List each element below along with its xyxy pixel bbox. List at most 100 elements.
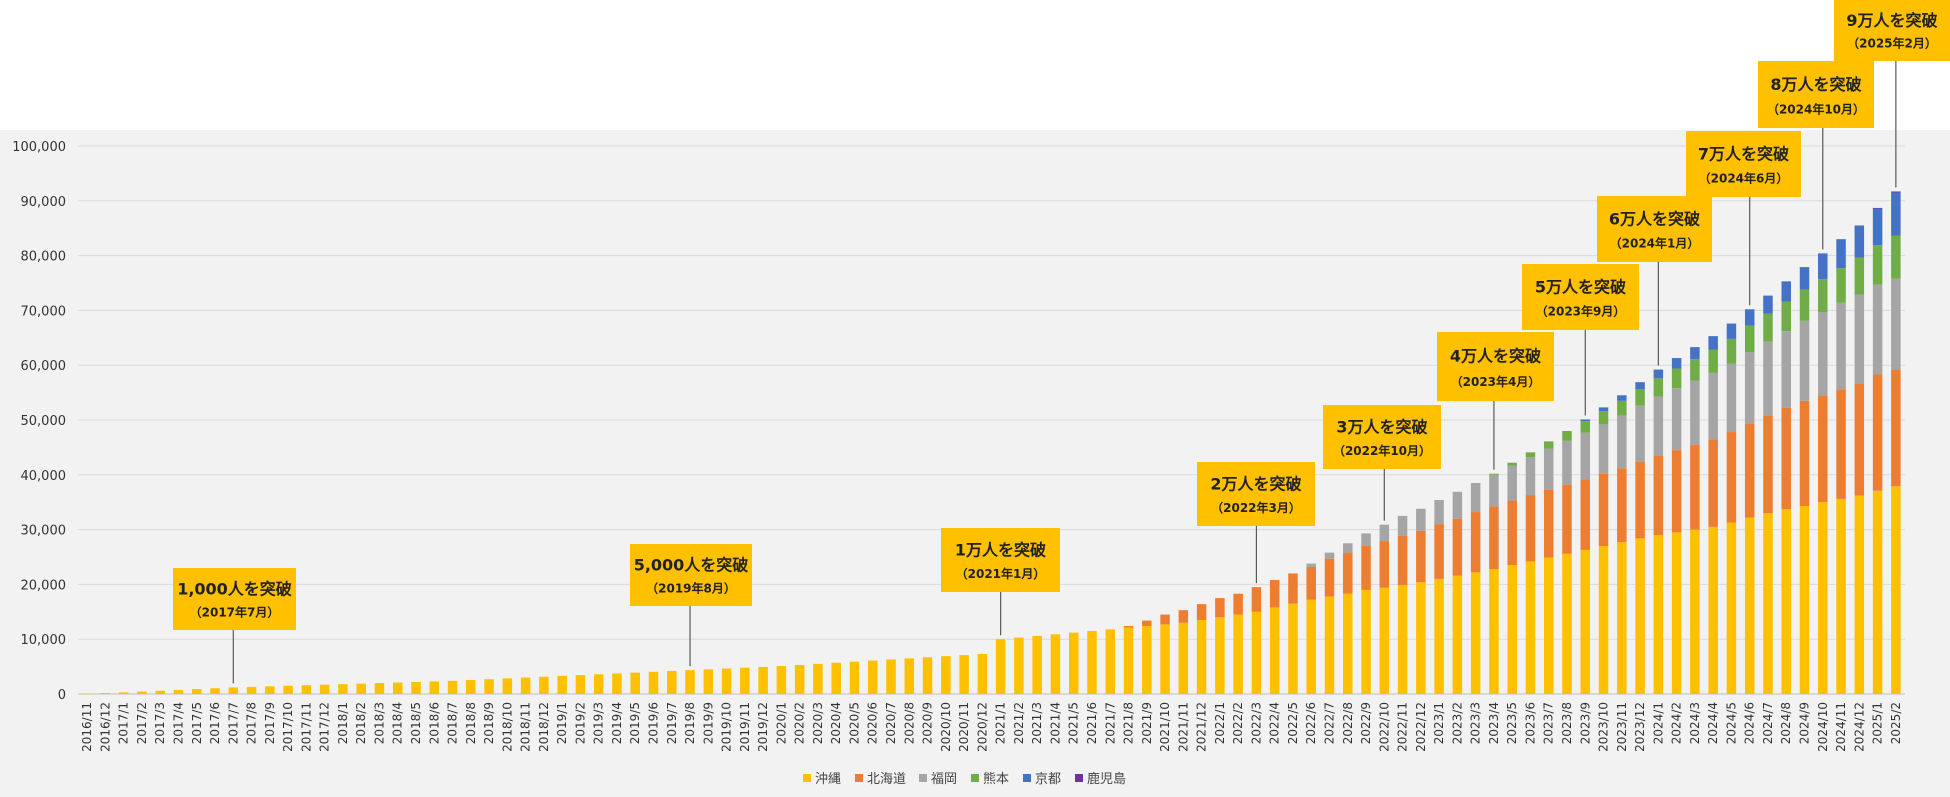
x-tick-label: 2024/5 bbox=[1724, 702, 1738, 744]
bar-segment bbox=[1854, 495, 1865, 694]
bar-segment bbox=[1818, 502, 1828, 694]
bar-segment bbox=[1799, 400, 1810, 507]
bar-segment bbox=[1598, 411, 1609, 425]
callout-date: （2024年10月） bbox=[1767, 101, 1865, 116]
legend-label: 北海道 bbox=[867, 772, 906, 787]
x-tick-label: 2022/7 bbox=[1322, 702, 1336, 744]
bar-segment bbox=[1379, 524, 1390, 542]
callout-date: （2021年1月） bbox=[956, 566, 1046, 581]
bar-segment bbox=[1343, 543, 1353, 553]
bar-segment bbox=[1781, 509, 1791, 694]
x-tick-label: 2025/1 bbox=[1871, 702, 1885, 744]
x-tick-label: 2024/1 bbox=[1651, 702, 1665, 744]
x-tick-label: 2017/8 bbox=[245, 702, 259, 744]
x-tick-label: 2016/12 bbox=[98, 702, 112, 752]
bar-segment bbox=[941, 656, 951, 694]
x-tick-label: 2017/3 bbox=[153, 702, 167, 744]
bar-segment bbox=[1690, 347, 1700, 360]
bar-segment bbox=[1799, 267, 1810, 290]
x-tick-label: 2022/4 bbox=[1268, 702, 1282, 744]
x-tick-label: 2017/4 bbox=[171, 702, 185, 744]
x-tick-label: 2020/3 bbox=[811, 702, 825, 744]
callout-background bbox=[1597, 196, 1712, 262]
x-tick-label: 2023/5 bbox=[1505, 702, 1519, 744]
x-tick-label: 2022/2 bbox=[1231, 702, 1245, 744]
x-tick-label: 2019/9 bbox=[701, 702, 715, 744]
y-tick-label: 60,000 bbox=[21, 359, 67, 374]
bar-segment bbox=[1799, 320, 1810, 401]
bar-segment bbox=[1617, 395, 1627, 401]
bar-segment bbox=[1525, 561, 1536, 694]
x-tick-label: 2020/1 bbox=[774, 702, 788, 744]
bar-segment bbox=[1288, 573, 1298, 604]
x-tick-label: 2018/12 bbox=[537, 702, 551, 752]
bar-segment bbox=[1361, 546, 1371, 590]
bar-segment bbox=[1598, 546, 1609, 694]
x-tick-label: 2022/11 bbox=[1396, 702, 1410, 752]
bar-segment bbox=[1160, 614, 1170, 625]
bar-segment bbox=[849, 661, 860, 694]
bar-segment bbox=[118, 692, 129, 694]
bar-segment bbox=[1489, 473, 1499, 475]
bar-segment bbox=[1617, 468, 1627, 543]
x-tick-label: 2018/11 bbox=[519, 702, 533, 752]
x-tick-label: 2017/6 bbox=[208, 702, 222, 744]
bar-segment bbox=[922, 657, 933, 694]
bar-segment bbox=[1233, 614, 1243, 694]
y-tick-label: 40,000 bbox=[21, 469, 67, 484]
bar-segment bbox=[1781, 301, 1791, 332]
x-tick-label: 2017/5 bbox=[190, 702, 204, 744]
bar-segment bbox=[1763, 513, 1773, 694]
bar-segment bbox=[1836, 302, 1846, 390]
bar-segment bbox=[1434, 500, 1444, 525]
bar-segment bbox=[1836, 389, 1846, 499]
callout-background bbox=[1758, 61, 1874, 128]
bar-segment bbox=[1781, 331, 1791, 408]
bar-segment bbox=[1744, 517, 1755, 694]
x-tick-label: 2023/1 bbox=[1432, 702, 1446, 744]
callout-title: 1万人を突破 bbox=[955, 541, 1046, 560]
bar-segment bbox=[886, 659, 896, 694]
bar-segment bbox=[1562, 430, 1572, 441]
bar-segment bbox=[1690, 529, 1700, 694]
bar-segment bbox=[1452, 491, 1463, 519]
x-tick-label: 2023/11 bbox=[1615, 702, 1629, 752]
callout-title: 6万人を突破 bbox=[1609, 209, 1700, 228]
x-tick-label: 2022/3 bbox=[1249, 702, 1263, 744]
legend-label: 福岡 bbox=[931, 772, 957, 787]
callout-background bbox=[630, 544, 752, 606]
x-tick-label: 2019/6 bbox=[647, 702, 661, 744]
callout-background bbox=[941, 528, 1060, 592]
bar-segment bbox=[593, 674, 604, 694]
bar-segment bbox=[301, 685, 312, 694]
callout-title: 1,000人を突破 bbox=[177, 580, 292, 599]
bar-segment bbox=[1708, 336, 1718, 350]
bar-segment bbox=[794, 664, 805, 694]
x-tick-label: 2023/2 bbox=[1450, 702, 1464, 744]
callout-date: （2023年4月） bbox=[1451, 374, 1541, 389]
bar-segment bbox=[1598, 473, 1609, 547]
callout-box: 8万人を突破 （2024年10月） bbox=[1758, 61, 1874, 128]
bar-segment bbox=[867, 660, 878, 694]
bar-segment bbox=[1288, 603, 1298, 694]
bar-segment bbox=[995, 639, 1006, 694]
x-tick-label: 2018/5 bbox=[409, 702, 423, 744]
bar-segment bbox=[1306, 563, 1316, 567]
callout-date: （2023年9月） bbox=[1536, 303, 1626, 318]
x-tick-label: 2020/2 bbox=[793, 702, 807, 744]
x-tick-label: 2021/1 bbox=[994, 702, 1008, 744]
bar-segment bbox=[1635, 382, 1645, 390]
bar-segment bbox=[1324, 552, 1335, 559]
callout-box: 4万人を突破 （2023年4月） bbox=[1437, 332, 1554, 401]
bar-segment bbox=[1617, 542, 1627, 694]
bar-segment bbox=[1324, 596, 1335, 694]
bar-segment bbox=[82, 693, 92, 695]
callout-box: 5万人を突破 （2023年9月） bbox=[1522, 264, 1639, 330]
bar-segment bbox=[1489, 506, 1499, 570]
x-tick-label: 2020/12 bbox=[975, 702, 989, 752]
bar-segment bbox=[1452, 575, 1463, 694]
y-tick-label: 10,000 bbox=[21, 633, 67, 648]
bar-segment bbox=[1690, 380, 1700, 445]
bar-segment bbox=[1580, 479, 1591, 550]
bar-segment bbox=[1251, 611, 1262, 694]
